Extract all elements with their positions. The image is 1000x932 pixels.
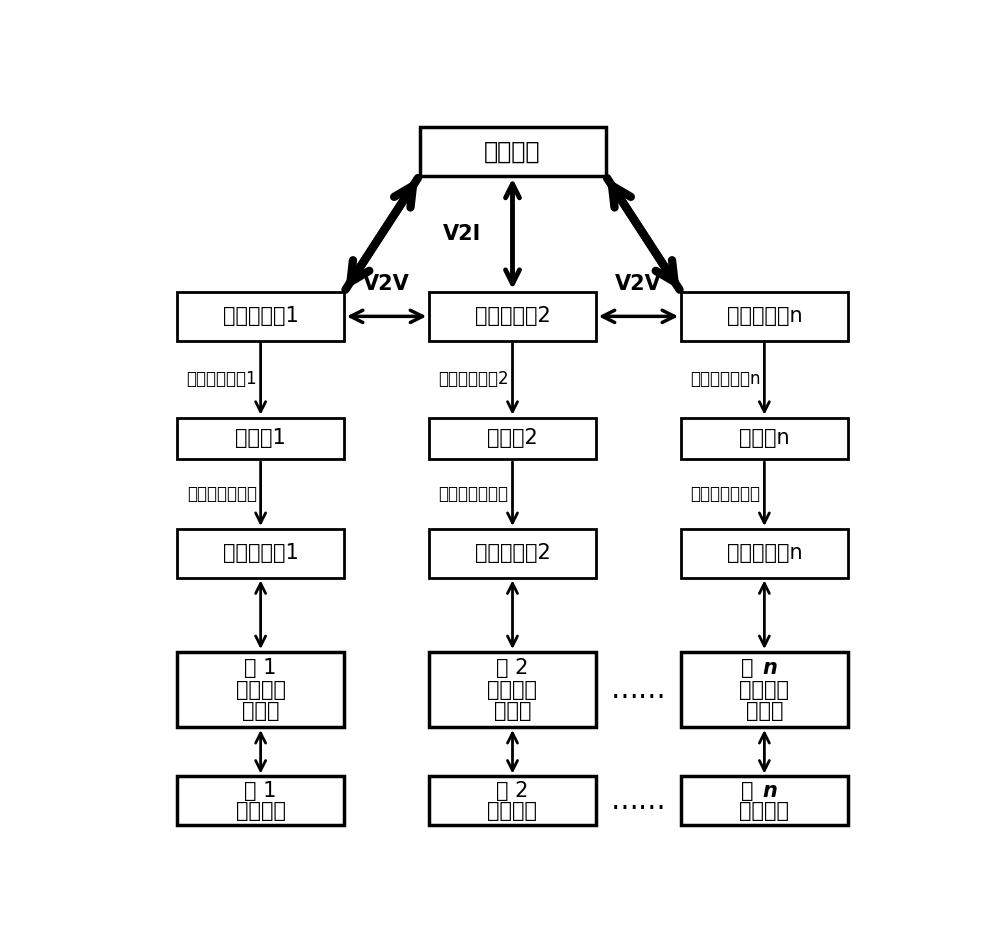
Text: V2V: V2V (615, 274, 662, 295)
Bar (681, 528, 848, 578)
Text: 上层控制器n: 上层控制器n (727, 307, 802, 326)
Text: 上层控制器2: 上层控制器2 (475, 307, 550, 326)
Bar (177, 528, 344, 578)
Text: V2I: V2I (443, 224, 482, 244)
Text: 动力部件: 动力部件 (236, 801, 286, 820)
Text: ……: …… (611, 787, 666, 815)
Text: 加速、制动操作: 加速、制动操作 (690, 485, 761, 503)
Text: 动力部件: 动力部件 (739, 679, 789, 700)
Text: 控制器: 控制器 (494, 701, 531, 721)
Text: 加速、制动操作: 加速、制动操作 (439, 485, 509, 503)
Bar (177, 418, 344, 459)
Text: 驾驶员n: 驾驶员n (739, 429, 790, 448)
Text: 加速、制动操作: 加速、制动操作 (187, 485, 257, 503)
Text: ……: …… (611, 676, 666, 704)
Text: 车 1: 车 1 (244, 781, 277, 801)
Text: 车 2: 车 2 (496, 781, 529, 801)
Text: 最优车速序列1: 最优车速序列1 (186, 370, 257, 388)
Bar (681, 651, 848, 727)
Bar (429, 651, 596, 727)
Bar (681, 418, 848, 459)
Text: 车: 车 (741, 658, 761, 678)
Bar (681, 776, 848, 825)
Text: 控制器: 控制器 (746, 701, 783, 721)
Text: 车 1: 车 1 (244, 658, 277, 678)
Bar (429, 418, 596, 459)
Text: 下层控制器1: 下层控制器1 (223, 543, 298, 563)
Bar (177, 292, 344, 341)
Text: 下层控制器2: 下层控制器2 (475, 543, 550, 563)
Text: 驾驶员1: 驾驶员1 (235, 429, 286, 448)
Text: 驾驶员2: 驾驶员2 (487, 429, 538, 448)
Text: 下层控制器n: 下层控制器n (727, 543, 802, 563)
Text: 控制器: 控制器 (242, 701, 279, 721)
Text: 动力部件: 动力部件 (236, 679, 286, 700)
Text: 上层控制器1: 上层控制器1 (223, 307, 298, 326)
Text: 动力部件: 动力部件 (739, 801, 789, 820)
Text: 车 2: 车 2 (496, 658, 529, 678)
Text: 车: 车 (741, 781, 761, 801)
Text: n: n (762, 781, 777, 801)
Text: n: n (762, 658, 777, 678)
Text: 交通设施: 交通设施 (484, 139, 541, 163)
Text: 最优车速序列n: 最优车速序列n (690, 370, 761, 388)
Bar (429, 292, 596, 341)
Bar (420, 127, 606, 176)
Bar (429, 528, 596, 578)
Bar (429, 776, 596, 825)
Bar (177, 651, 344, 727)
Bar (177, 776, 344, 825)
Bar (681, 292, 848, 341)
Text: 最优车速序列2: 最优车速序列2 (438, 370, 509, 388)
Text: V2V: V2V (363, 274, 410, 295)
Text: 动力部件: 动力部件 (488, 679, 538, 700)
Text: 动力部件: 动力部件 (488, 801, 538, 820)
